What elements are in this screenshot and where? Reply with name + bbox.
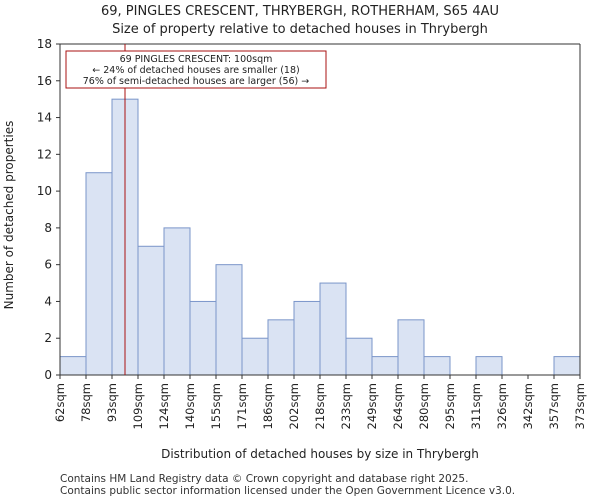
x-tick-label: 342sqm	[521, 383, 535, 429]
bar-109sqm	[137, 245, 165, 376]
bar-78sqm	[85, 172, 113, 376]
x-tick-label: 218sqm	[313, 383, 327, 429]
x-tick-label: 202sqm	[287, 383, 301, 429]
x-tick-label: 326sqm	[495, 383, 509, 429]
x-tick-label: 373sqm	[573, 383, 587, 429]
bar-264sqm	[397, 319, 425, 376]
y-tick-label: 12	[37, 147, 52, 161]
x-tick-label: 93sqm	[105, 383, 119, 422]
x-tick-label: 233sqm	[339, 383, 353, 429]
plot-area: 0 2 4 6 8 10 12 14 16 18 62sqm 78sqm 93sqm 109sqm 124s…	[37, 37, 587, 429]
bar-171sqm	[241, 337, 269, 376]
y-tick-label: 4	[44, 294, 52, 308]
y-axis-label: Number of detached properties	[2, 121, 16, 310]
x-tick-label: 171sqm	[235, 383, 249, 429]
bar-202sqm	[293, 300, 321, 376]
bar-62sqm	[59, 356, 87, 376]
x-tick-label: 186sqm	[261, 383, 275, 429]
chart-subtitle: Size of property relative to detached ho…	[112, 22, 488, 37]
chart-title: 69, PINGLES CRESCENT, THRYBERGH, ROTHERH…	[100, 4, 500, 19]
x-axis-label: Distribution of detached houses by size …	[161, 447, 479, 461]
bar-124sqm	[163, 227, 191, 376]
x-tick-label: 78sqm	[79, 383, 93, 422]
y-tick-label: 16	[37, 74, 52, 88]
bar-280sqm	[423, 356, 451, 376]
y-tick-label: 2	[44, 331, 52, 345]
x-tick-label: 295sqm	[443, 383, 457, 429]
y-tick-label: 0	[44, 368, 52, 382]
annotation-box	[65, 50, 327, 89]
bar-218sqm	[319, 282, 347, 376]
y-tick-label: 8	[44, 221, 52, 235]
x-tick-label: 249sqm	[365, 383, 379, 429]
x-tick-label: 357sqm	[547, 383, 561, 429]
annotation-line-1: 69 PINGLES CRESCENT: 100sqm	[120, 54, 273, 65]
y-tick-label: 18	[37, 37, 52, 51]
x-tick-label: 155sqm	[209, 383, 223, 429]
y-tick-label: 14	[37, 111, 52, 125]
bar-186sqm	[267, 319, 295, 376]
x-tick-label: 124sqm	[157, 383, 171, 429]
x-tick-label: 280sqm	[417, 383, 431, 429]
footer-copyright: Contains HM Land Registry data © Crown c…	[60, 473, 469, 485]
bar-357sqm	[553, 356, 581, 376]
bar-311sqm	[475, 356, 503, 376]
x-tick-label: 264sqm	[391, 383, 405, 429]
bar-249sqm	[371, 356, 399, 376]
x-tick-label: 140sqm	[183, 383, 197, 429]
x-tick-label: 109sqm	[131, 383, 145, 429]
x-tick-label: 311sqm	[469, 383, 483, 429]
footer-licence: Contains public sector information licen…	[60, 485, 516, 497]
bar-233sqm	[345, 337, 373, 376]
annotation-line-3: 76% of semi-detached houses are larger (…	[83, 76, 310, 87]
bar-chart: 0 2 4 6 8 10 12 14 16 18 62sqm 78sqm 93sqm 109sqm 124s…	[2, 37, 587, 461]
annotation-line-2: ← 24% of detached houses are smaller (18…	[92, 65, 299, 76]
y-tick-label: 6	[44, 258, 52, 272]
x-tick-label: 62sqm	[53, 383, 67, 422]
bar-140sqm	[189, 300, 217, 376]
bar-155sqm	[215, 264, 243, 376]
y-tick-label: 10	[37, 184, 52, 198]
